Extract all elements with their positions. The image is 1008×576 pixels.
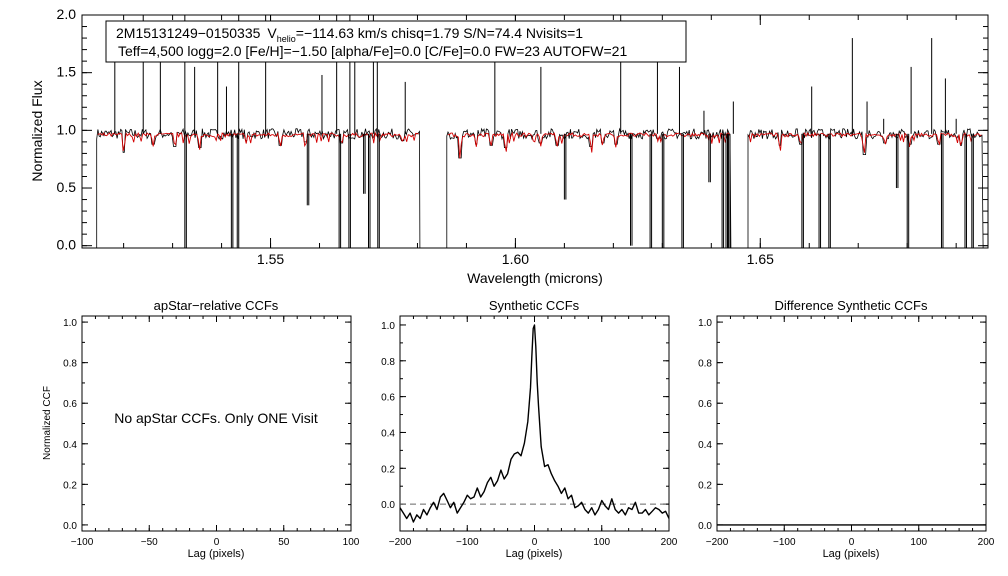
synthetic-ccf-ticks: −200 −100 0 100 200 0.0 0.2 0.4 0.6 0.8 1.0 xyxy=(381,316,678,548)
y-tick-label: 0.0 xyxy=(381,500,395,511)
y-tick-label: 0.6 xyxy=(63,399,77,410)
y-tick-label: 0.4 xyxy=(381,428,395,439)
spectrum-x-axis-label: Wavelength (microns) xyxy=(467,270,603,286)
synthetic-ccf-lines xyxy=(399,324,670,523)
x-tick-label: 50 xyxy=(278,537,290,548)
synthetic-ccf-title: Synthetic CCFs xyxy=(489,298,580,313)
y-tick-label: 1.0 xyxy=(698,318,712,329)
y-tick-label: 0.2 xyxy=(381,464,395,475)
spectrum-ticks: 1.55 1.60 1.65 0.0 0.5 1.0 1.5 2.0 xyxy=(57,6,988,267)
synthetic-ccf-x-axis-label: Lag (pixels) xyxy=(506,548,563,560)
y-tick-label: 0.5 xyxy=(57,179,77,195)
annotation-frame xyxy=(105,20,687,63)
x-tick-label: 200 xyxy=(978,537,995,548)
x-tick-label: 0 xyxy=(214,537,220,548)
annotation-line1: 2M15131249−0150335 Vhelio=−114.63 km/s ch… xyxy=(116,25,583,44)
apstar-ccf-ticks: −100 −50 0 50 100 0.0 0.2 0.4 0.6 0.8 1.0 xyxy=(63,316,360,548)
y-tick-label: 0.2 xyxy=(698,480,712,491)
x-tick-label: −100 xyxy=(773,537,796,548)
y-tick-label: 0.6 xyxy=(698,399,712,410)
x-tick-label: 100 xyxy=(910,537,927,548)
y-tick-label: 2.0 xyxy=(57,6,77,22)
apstar-ccf-title: apStar−relative CCFs xyxy=(154,298,279,313)
difference-ccf-title: Difference Synthetic CCFs xyxy=(775,298,928,313)
difference-ccf-panel: Difference Synthetic CCFs −200 −100 0 100 20… xyxy=(698,298,995,560)
x-tick-label: 100 xyxy=(343,537,360,548)
model-segment-2 xyxy=(447,131,731,159)
x-tick-label: 200 xyxy=(661,537,678,548)
y-tick-label: 0.6 xyxy=(381,393,395,404)
difference-ccf-x-axis-label: Lag (pixels) xyxy=(823,548,880,560)
spectrum-annotation-box: 2M15131249−0150335 Vhelio=−114.63 km/s ch… xyxy=(105,20,687,63)
x-tick-label: 100 xyxy=(593,537,610,548)
y-tick-label: 1.0 xyxy=(63,318,77,329)
y-tick-label: 1.0 xyxy=(57,121,77,137)
y-tick-label: 0.0 xyxy=(698,521,712,532)
x-tick-label: 1.65 xyxy=(747,251,774,267)
spectrum-segment-1 xyxy=(96,127,421,249)
apstar-ccf-y-axis-label: Normalized CCF xyxy=(42,386,53,460)
x-tick-label: 1.55 xyxy=(257,251,284,267)
x-tick-label: −100 xyxy=(71,537,94,548)
spectrum-panel: 1.55 1.60 1.65 0.0 0.5 1.0 1.5 2.0 2M15131249−0… xyxy=(29,6,989,286)
y-tick-label: 1.5 xyxy=(57,64,77,80)
x-tick-label: 1.60 xyxy=(502,251,529,267)
spectrum-segment-3 xyxy=(747,127,984,249)
difference-ccf-frame xyxy=(716,315,987,532)
synthetic-ccf-panel: Synthetic CCFs −200 −100 0 100 200 0.0 0.2 0.4 0… xyxy=(381,298,678,560)
y-tick-label: 0.8 xyxy=(381,357,395,368)
x-tick-label: −100 xyxy=(456,537,479,548)
spectrum-frame xyxy=(81,14,989,249)
x-tick-label: −50 xyxy=(141,537,158,548)
synthetic-ccf-line xyxy=(399,324,670,523)
y-tick-label: 0.8 xyxy=(63,359,77,370)
apstar-ccf-x-axis-label: Lag (pixels) xyxy=(188,548,245,560)
x-tick-label: 0 xyxy=(849,537,855,548)
y-tick-label: 1.0 xyxy=(381,321,395,332)
spectrum-segment-2 xyxy=(446,127,732,249)
spectrum-y-axis-label: Normalized Flux xyxy=(29,80,45,181)
y-tick-label: 0.4 xyxy=(63,440,77,451)
model-segment-1 xyxy=(97,131,419,151)
apstar-ccf-panel: apStar−relative CCFs −100 −50 0 50 100 0.0 0.2… xyxy=(42,298,360,560)
y-tick-label: 0.2 xyxy=(63,480,77,491)
x-tick-label: 0 xyxy=(532,537,538,548)
difference-ccf-ticks: −200 −100 0 100 200 0.0 0.2 0.4 0.6 0.8 1.0 xyxy=(698,316,995,548)
y-tick-label: 0.4 xyxy=(698,440,712,451)
y-tick-label: 0.0 xyxy=(63,521,77,532)
x-tick-label: −200 xyxy=(706,537,729,548)
annotation-line2: Teff=4,500 logg=2.0 [Fe/H]=−1.50 [alpha/… xyxy=(118,43,627,59)
y-tick-label: 0.0 xyxy=(57,237,77,253)
apstar-ccf-message: No apStar CCFs. Only ONE Visit xyxy=(114,410,318,426)
x-tick-label: −200 xyxy=(389,537,412,548)
y-tick-label: 0.8 xyxy=(698,359,712,370)
